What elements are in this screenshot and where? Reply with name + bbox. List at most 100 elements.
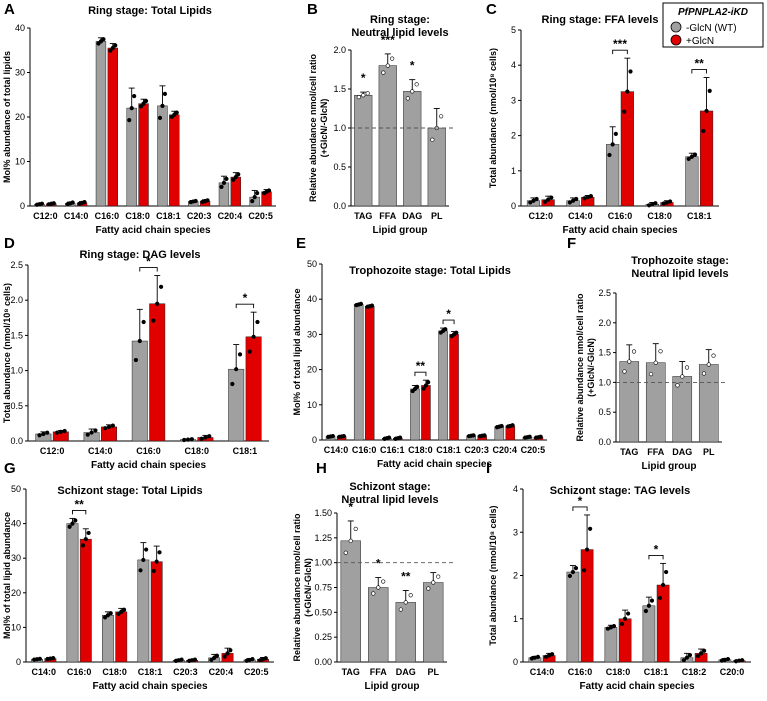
data-point (397, 435, 403, 440)
x-tick-label: C16:0 (568, 667, 593, 677)
data-point (369, 303, 375, 308)
x-tick-label: C20:3 (187, 211, 212, 221)
x-axis-label: Fatty acid chain species (562, 225, 677, 236)
y-tick-label: 0.75 (314, 583, 332, 593)
data-point (698, 651, 704, 656)
x-tick-label: C16:0 (95, 211, 120, 221)
data-point (255, 319, 260, 325)
data-point (622, 369, 627, 374)
data-point (222, 654, 227, 659)
x-tick-label: C12:0 (40, 446, 65, 456)
y-axis-label: (+GlcN/-GlcN) (303, 558, 313, 617)
data-point (234, 367, 239, 372)
panel-label: B (307, 1, 318, 18)
data-point (151, 568, 156, 574)
chart-title-line2: Neutral lipid levels (631, 268, 728, 280)
data-point (646, 603, 652, 608)
data-point (410, 89, 415, 94)
y-tick-label: 0 (20, 201, 25, 211)
significance-label: * (348, 500, 353, 514)
y-tick-label: 40 (11, 519, 21, 529)
data-point (250, 656, 255, 662)
y-tick-label: 40 (15, 23, 25, 33)
x-tick-label: C18:0 (647, 211, 672, 221)
data-point (228, 648, 233, 653)
x-axis-label: Lipid group (642, 461, 697, 472)
data-point (625, 89, 630, 94)
data-point (653, 201, 658, 206)
x-tick-label: C16:0 (608, 211, 633, 221)
data-point (550, 652, 555, 657)
y-tick-label: 0.0 (598, 437, 611, 447)
data-point (192, 657, 198, 662)
bar (137, 559, 150, 663)
data-point (584, 547, 590, 552)
y-tick-label: 1.5 (598, 348, 611, 358)
x-tick-label: C14:0 (568, 211, 593, 221)
significance-label: * (446, 307, 451, 321)
data-point (371, 591, 376, 596)
data-point (45, 430, 50, 435)
data-point (546, 197, 551, 202)
x-axis-label: Fatty acid chain species (91, 460, 206, 471)
panel-B: B Ring stage:Neutral lipid levels 0.0 0.5 1.… (307, 1, 455, 236)
data-point (706, 362, 711, 367)
data-point (415, 384, 420, 389)
data-point (725, 656, 731, 662)
data-point (365, 91, 370, 96)
y-tick-label: 1 (513, 614, 518, 624)
data-point (528, 200, 533, 205)
chart-title: Schizont stage: TAG levels (550, 485, 690, 497)
data-point (185, 437, 191, 442)
data-point (341, 433, 346, 439)
data-point (701, 371, 707, 376)
significance-bracket (691, 69, 707, 74)
y-tick-label: 0.25 (314, 632, 332, 642)
panel-F: F Trophozoite stage:Neutral lipid levels 0… (567, 235, 729, 472)
x-tick-label: TAG (620, 447, 638, 457)
bar (438, 330, 448, 441)
data-point (193, 198, 198, 204)
y-axis-label: Relative abundance nmol/cell ratio (308, 53, 318, 202)
data-point (648, 372, 654, 377)
data-point (628, 69, 633, 74)
data-point (141, 319, 146, 325)
bar (378, 65, 397, 207)
data-point (155, 301, 160, 306)
data-point (252, 195, 257, 200)
y-tick-label: 10 (15, 157, 25, 167)
data-point (684, 365, 690, 370)
x-tick-label: C14:0 (31, 667, 56, 677)
data-point (403, 600, 408, 605)
data-point (622, 109, 627, 114)
chart-title: Ring stage: Total Lipids (88, 5, 212, 17)
significance-label: * (361, 71, 366, 85)
y-tick-label: 30 (11, 553, 21, 563)
y-tick-label: 20 (11, 588, 21, 598)
data-point (108, 48, 113, 53)
significance-bracket (648, 554, 664, 560)
x-axis-label: Fatty acid chain species (377, 459, 492, 470)
data-point (236, 172, 241, 177)
data-point (740, 658, 745, 663)
y-tick-label: 50 (307, 259, 317, 269)
x-tick-label: C20:4 (209, 667, 234, 677)
data-point (482, 433, 487, 438)
bar (368, 587, 389, 663)
x-tick-label: C18:0 (184, 446, 209, 456)
significance-label: * (654, 542, 659, 556)
data-point (119, 609, 124, 614)
data-point (436, 574, 441, 579)
y-tick-label: 30 (15, 68, 25, 78)
data-point (430, 137, 435, 142)
data-point (381, 579, 386, 584)
data-point (570, 198, 576, 203)
y-tick-label: 1.0 (333, 123, 346, 133)
data-point (121, 607, 127, 612)
data-point (653, 360, 658, 365)
panel-label: F (567, 235, 576, 252)
data-point (675, 383, 680, 388)
data-point (144, 547, 149, 552)
bar (157, 105, 168, 207)
x-tick-label: FFA (647, 447, 664, 457)
